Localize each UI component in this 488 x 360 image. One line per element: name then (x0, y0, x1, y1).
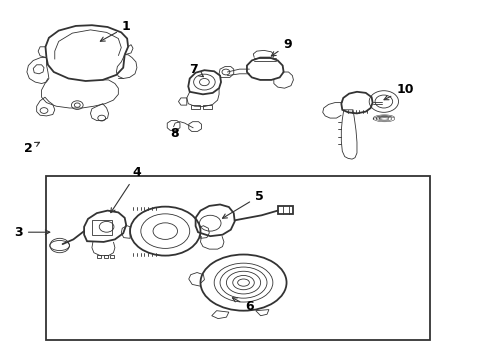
Bar (92, 220, 112, 235)
Bar (97, 255, 101, 258)
Bar (190, 105, 199, 109)
Text: 2: 2 (24, 142, 40, 155)
Bar (110, 255, 114, 258)
Bar (203, 105, 211, 109)
Bar (46, 176, 429, 340)
Text: 7: 7 (188, 63, 203, 77)
Text: 9: 9 (271, 39, 291, 56)
Text: 1: 1 (100, 21, 130, 41)
Bar (103, 255, 107, 258)
Text: 8: 8 (170, 127, 179, 140)
Text: 10: 10 (383, 83, 413, 100)
Text: 5: 5 (222, 190, 263, 218)
Text: 6: 6 (232, 298, 253, 313)
Text: 3: 3 (14, 226, 50, 239)
Text: 4: 4 (111, 166, 141, 213)
